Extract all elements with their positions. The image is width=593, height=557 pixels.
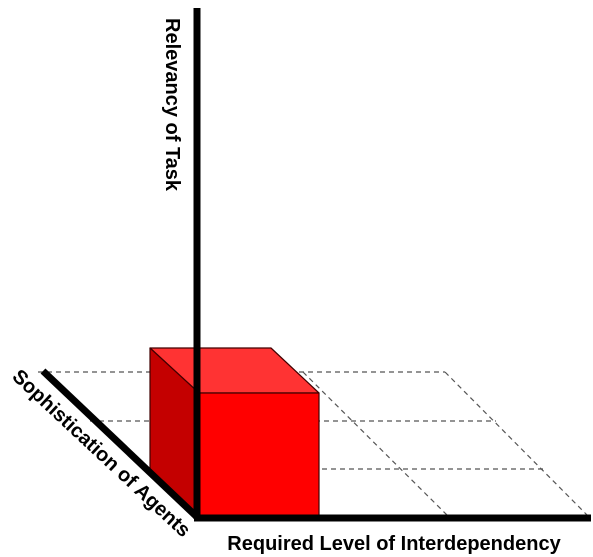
cube-front-face [198,392,320,519]
grid-depth-line-2 [444,371,591,519]
depth-axis [40,368,201,521]
horizontal-axis-label: Required Level of Interdependency [227,533,561,555]
axes [40,8,591,522]
vertical-axis-label: Relevancy of Task [161,18,183,192]
grid-depth-line-1 [302,371,451,519]
